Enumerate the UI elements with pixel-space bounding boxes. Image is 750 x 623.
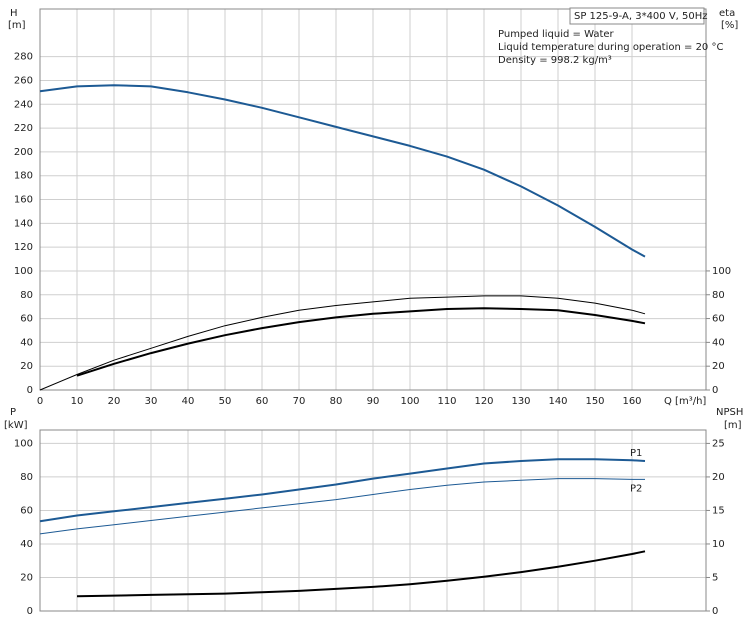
y2-tick-label: 40 [712,337,725,348]
y-tick-label: 260 [14,75,33,86]
x-tick-label: 30 [145,396,158,407]
data-line [76,307,646,377]
y-tick-label: 80 [20,472,33,483]
x-tick-label: 130 [511,396,530,407]
y-tick-label: 60 [20,314,33,325]
x-tick-label: 20 [108,396,121,407]
y2-tick-label: 20 [712,472,725,483]
y-axis-label: P [10,407,16,418]
x-tick-label: 40 [182,396,195,407]
x-tick-label: 150 [585,396,604,407]
y-tick-label: 0 [27,385,33,396]
y2-tick-label: 60 [712,314,725,325]
data-line [76,550,646,598]
y-tick-label: 160 [14,195,33,206]
y2-tick-label: 15 [712,505,725,516]
y2-tick-label: 0 [712,385,718,396]
y-tick-label: 100 [14,438,33,449]
y-tick-label: 40 [20,337,33,348]
y-tick-label: 0 [27,606,33,617]
data-line [39,458,646,523]
x-tick-label: 60 [256,396,269,407]
y-tick-label: 20 [20,361,33,372]
x-tick-label: 10 [71,396,84,407]
x-tick-label: 120 [474,396,493,407]
y-tick-label: 100 [14,266,33,277]
y2-tick-label: 5 [712,572,718,583]
x-tick-label: 0 [37,396,43,407]
data-line [39,295,646,391]
y-tick-label: 240 [14,99,33,110]
annotation: Liquid temperature during operation = 20… [498,42,723,53]
series-label: P1 [630,448,642,459]
y2-tick-label: 100 [712,266,731,277]
y2-axis-unit: [%] [721,20,738,31]
top-plot-frame [39,8,707,391]
y-axis-unit: [kW] [4,420,28,431]
y2-tick-label: 25 [712,438,725,449]
x-tick-label: 100 [400,396,419,407]
x-axis-label: Q [m³/h] [664,396,706,407]
y-tick-label: 180 [14,171,33,182]
y-axis-unit: [m] [8,20,26,31]
chart-title: SP 125-9-A, 3*400 V, 50Hz [574,11,708,22]
y2-axis-label: NPSH [716,407,743,418]
annotation: Pumped liquid = Water [498,29,615,40]
y-tick-label: 140 [14,218,33,229]
y2-tick-label: 0 [712,606,718,617]
y2-axis-unit: [m] [724,420,742,431]
data-line [39,478,645,535]
series-label: P2 [630,483,642,494]
x-tick-label: 160 [622,396,641,407]
y-tick-label: 280 [14,52,33,63]
annotation: Density = 998.2 kg/m³ [498,55,612,66]
y-tick-label: 120 [14,242,33,253]
x-tick-label: 110 [437,396,456,407]
y-tick-label: 60 [20,505,33,516]
y-tick-label: 200 [14,147,33,158]
x-tick-label: 70 [293,396,306,407]
y-tick-label: 40 [20,539,33,550]
y2-tick-label: 80 [712,290,725,301]
y-tick-label: 220 [14,123,33,134]
x-tick-label: 50 [219,396,232,407]
x-tick-label: 140 [548,396,567,407]
x-tick-label: 80 [330,396,343,407]
y-axis-label: H [10,8,18,19]
y2-tick-label: 10 [712,539,725,550]
title-box [569,7,705,25]
y2-axis-label: eta [719,8,735,19]
y-tick-label: 80 [20,290,33,301]
y2-tick-label: 20 [712,361,725,372]
y-tick-label: 20 [20,572,33,583]
x-tick-label: 90 [367,396,380,407]
data-line [39,84,646,258]
